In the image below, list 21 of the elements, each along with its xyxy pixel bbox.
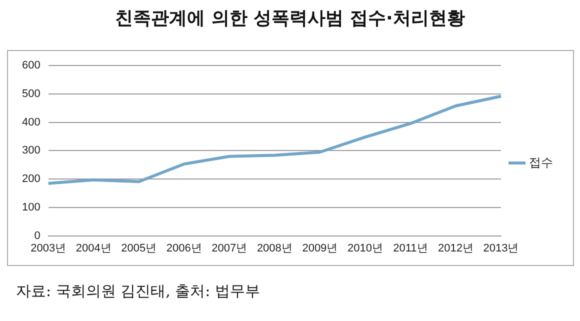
x-tick-label: 2003년 xyxy=(30,242,66,254)
x-tick-label: 2008년 xyxy=(256,242,292,254)
x-tick-label: 2007년 xyxy=(212,242,248,254)
legend-label: 접수 xyxy=(529,155,553,170)
y-tick-label: 400 xyxy=(22,116,40,128)
x-tick-label: 2013년 xyxy=(483,242,519,254)
y-tick-label: 300 xyxy=(22,144,40,157)
x-tick-label: 2012년 xyxy=(438,242,474,254)
x-tick-label: 2004년 xyxy=(76,242,112,254)
x-tick-label: 2010년 xyxy=(347,242,383,254)
text: 자료: 국회의원 김진태, 출처: 법무부 xyxy=(16,282,260,301)
x-tick-label: 2006년 xyxy=(166,242,202,254)
y-tick-label: 0 xyxy=(34,230,40,242)
chart-title: 친족관계에 의한 성폭력사범 접수·처리현황 xyxy=(114,7,466,30)
y-tick-label: 500 xyxy=(22,88,40,100)
x-tick-label: 2009년 xyxy=(302,242,338,254)
x-tick-label: 2005년 xyxy=(121,242,157,254)
y-tick-label: 100 xyxy=(22,201,40,214)
y-tick-label: 600 xyxy=(22,60,40,72)
x-tick-label: 2011년 xyxy=(393,242,428,254)
y-tick-label: 200 xyxy=(22,173,40,186)
